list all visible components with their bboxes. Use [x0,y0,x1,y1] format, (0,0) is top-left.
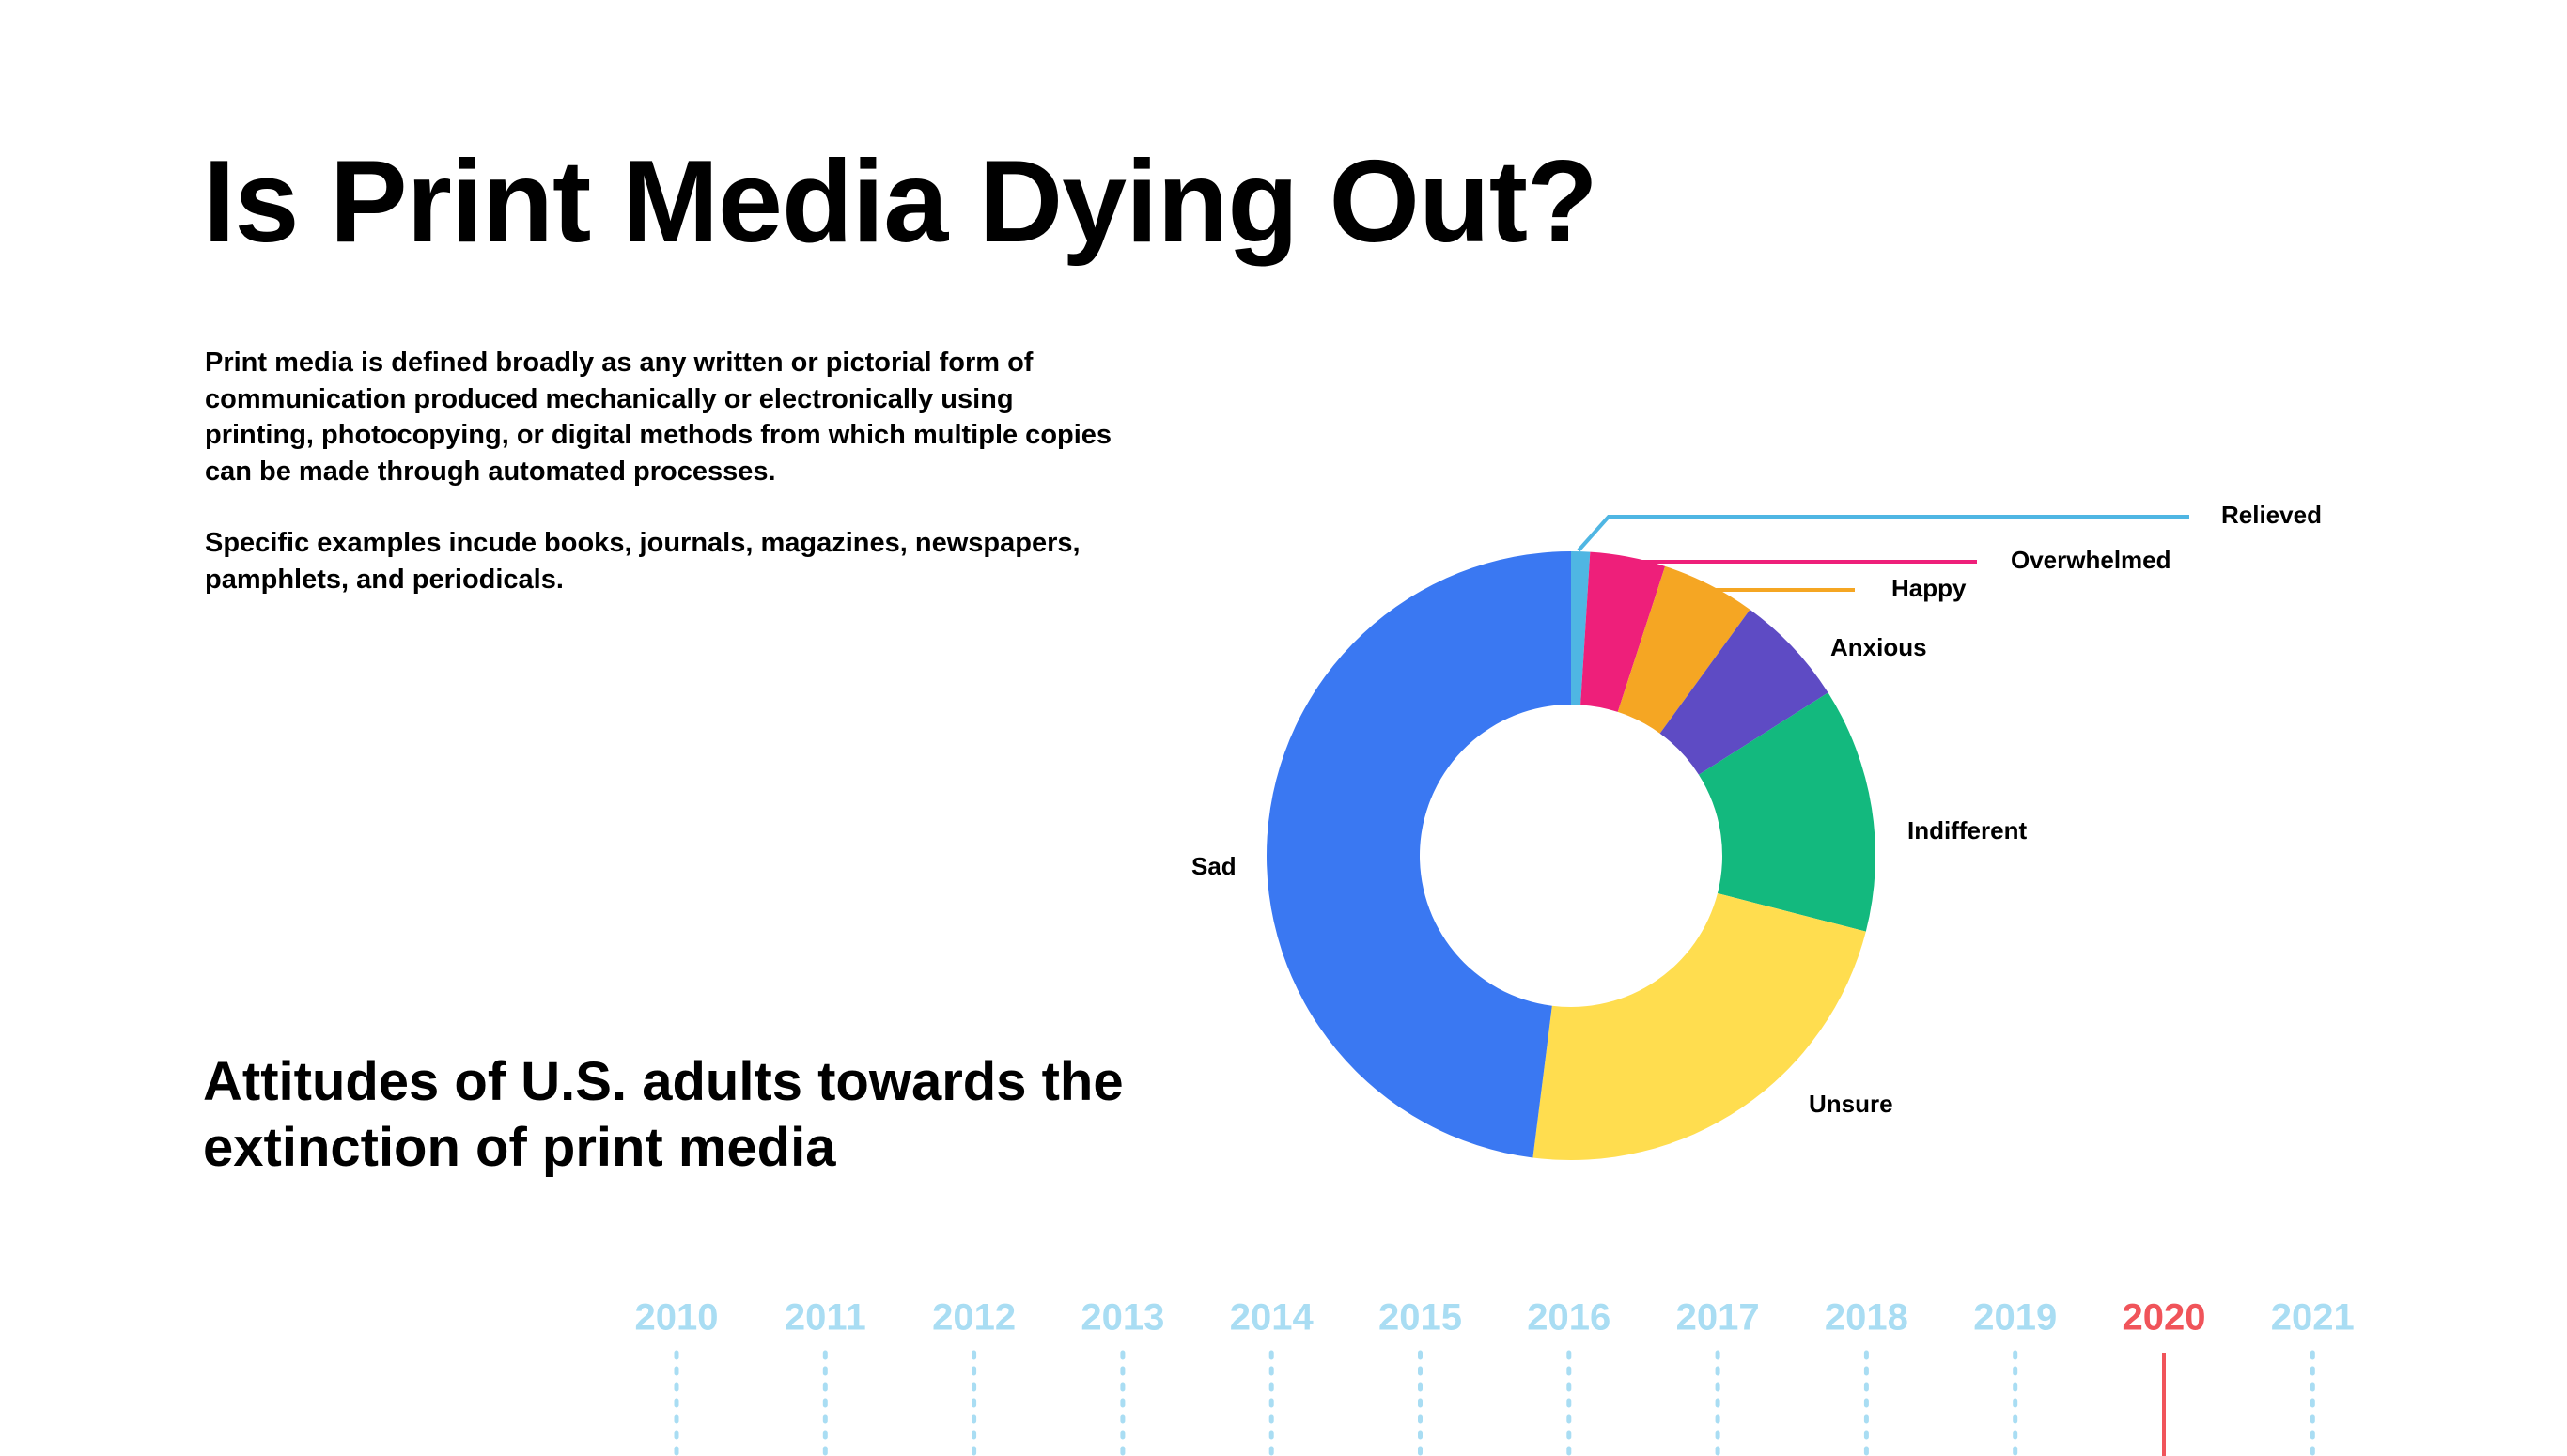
page-title: Is Print Media Dying Out? [203,137,1598,267]
year-label-2013[interactable]: 2013 [1081,1297,1164,1339]
year-label-2010[interactable]: 2010 [635,1297,719,1339]
leader-line-relieved [1577,515,2189,552]
year-label-2014[interactable]: 2014 [1230,1297,1315,1339]
slice-label-relieved: Relieved [2221,501,2322,529]
slice-label-sad: Sad [1191,852,1237,880]
chart-title: Attitudes of U.S. adults towards the ext… [203,1051,1124,1178]
year-item-2016[interactable]: 2016 [1527,1297,1610,1456]
year-item-2017[interactable]: 2017 [1676,1297,1760,1456]
year-item-2011[interactable]: 2011 [785,1297,866,1456]
year-label-2016[interactable]: 2016 [1527,1297,1610,1339]
year-item-2010[interactable]: 2010 [635,1297,719,1456]
year-item-2020[interactable]: 2020 [2123,1297,2206,1456]
year-item-2018[interactable]: 2018 [1825,1297,1908,1456]
slice-anxious [1659,609,1828,775]
slice-label-indifferent: Indifferent [1907,816,2027,844]
slice-label-unsure: Unsure [1809,1090,1893,1118]
year-label-2015[interactable]: 2015 [1378,1297,1462,1339]
year-item-2014[interactable]: 2014 [1230,1297,1315,1456]
slice-label-happy: Happy [1891,574,1967,602]
slice-overwhelmed [1580,551,1666,712]
slice-indifferent [1698,692,1875,932]
intro-paragraph-examples: Specific examples incude books, journals… [205,528,1081,595]
year-label-2017[interactable]: 2017 [1676,1297,1760,1339]
year-label-2021[interactable]: 2021 [2271,1297,2355,1339]
slice-label-anxious: Anxious [1830,633,1927,661]
year-item-2012[interactable]: 2012 [932,1297,1016,1456]
year-item-2021[interactable]: 2021 [2271,1297,2355,1456]
slice-relieved [1571,551,1591,705]
year-label-2020[interactable]: 2020 [2123,1297,2206,1339]
intro-paragraph-definition: Print media is defined broadly as any wr… [205,348,1112,487]
slice-unsure [1532,893,1866,1160]
year-item-2015[interactable]: 2015 [1378,1297,1462,1456]
year-label-2012[interactable]: 2012 [932,1297,1016,1339]
slice-happy [1617,565,1750,734]
year-label-2018[interactable]: 2018 [1825,1297,1908,1339]
year-item-2013[interactable]: 2013 [1081,1297,1164,1456]
intro-text: Print media is defined broadly as any wr… [205,345,1126,633]
year-item-2019[interactable]: 2019 [1973,1297,2057,1456]
year-label-2011[interactable]: 2011 [785,1297,866,1339]
year-label-2019[interactable]: 2019 [1973,1297,2057,1339]
slice-label-overwhelmed: Overwhelmed [2011,546,2171,574]
slice-sad [1266,551,1571,1158]
